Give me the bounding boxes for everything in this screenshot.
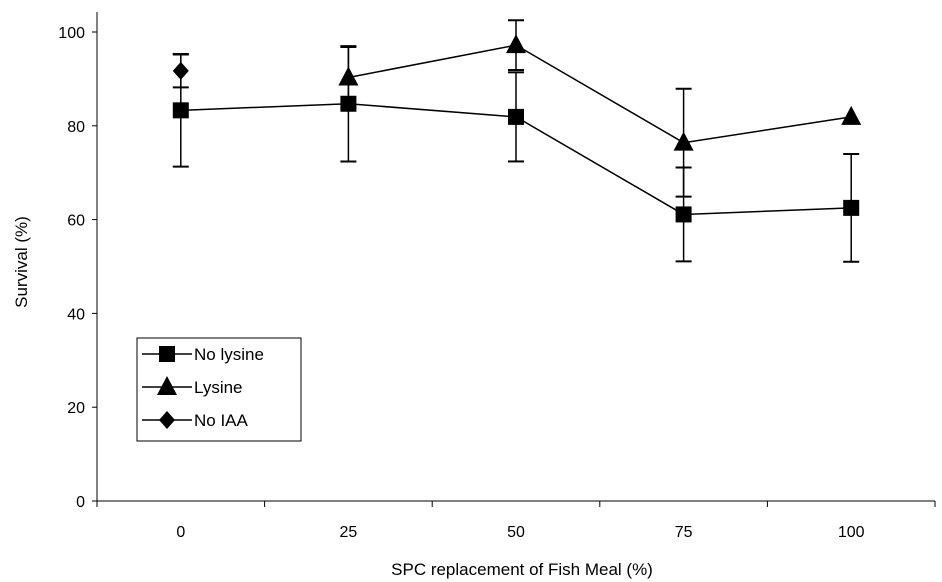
x-tick-label: 25 <box>340 524 358 541</box>
legend-marker <box>159 346 175 362</box>
data-point <box>506 34 526 54</box>
x-tick-label: 50 <box>507 524 525 541</box>
y-tick-label: 0 <box>76 494 85 511</box>
y-tick-label: 80 <box>67 119 85 136</box>
legend: No lysine Lysine No IAA <box>136 337 302 442</box>
y-tick-label: 60 <box>67 213 85 230</box>
data-point <box>172 61 189 80</box>
ticks: 0 20 40 60 80 100 0 25 50 75 100 <box>58 25 936 541</box>
x-axis-title: SPC replacement of Fish Meal (%) <box>391 560 653 579</box>
data-point <box>673 131 694 151</box>
x-tick-label: 100 <box>838 524 865 541</box>
data-point <box>675 206 692 223</box>
legend-marker <box>159 411 175 429</box>
data-point <box>508 108 524 125</box>
data-point <box>338 66 359 86</box>
x-tick-label: 0 <box>176 524 185 541</box>
legend-marker <box>157 376 177 395</box>
legend-label: No IAA <box>194 411 249 430</box>
data-point <box>843 199 860 216</box>
data-point <box>841 105 862 125</box>
data-point <box>172 102 189 119</box>
legend-label: No lysine <box>194 345 264 364</box>
legend-label: Lysine <box>194 378 243 397</box>
y-tick-label: 40 <box>67 306 85 323</box>
series-no-iaa <box>172 53 189 89</box>
x-tick-label: 75 <box>675 524 693 541</box>
y-tick-label: 20 <box>67 400 85 417</box>
axes <box>96 12 935 502</box>
series-lysine <box>338 19 862 198</box>
y-axis-title: Survival (%) <box>12 216 31 308</box>
series-layer <box>172 19 862 263</box>
series-no-lysine <box>172 45 860 263</box>
series-line <box>348 44 852 144</box>
y-tick-label: 100 <box>58 25 85 42</box>
